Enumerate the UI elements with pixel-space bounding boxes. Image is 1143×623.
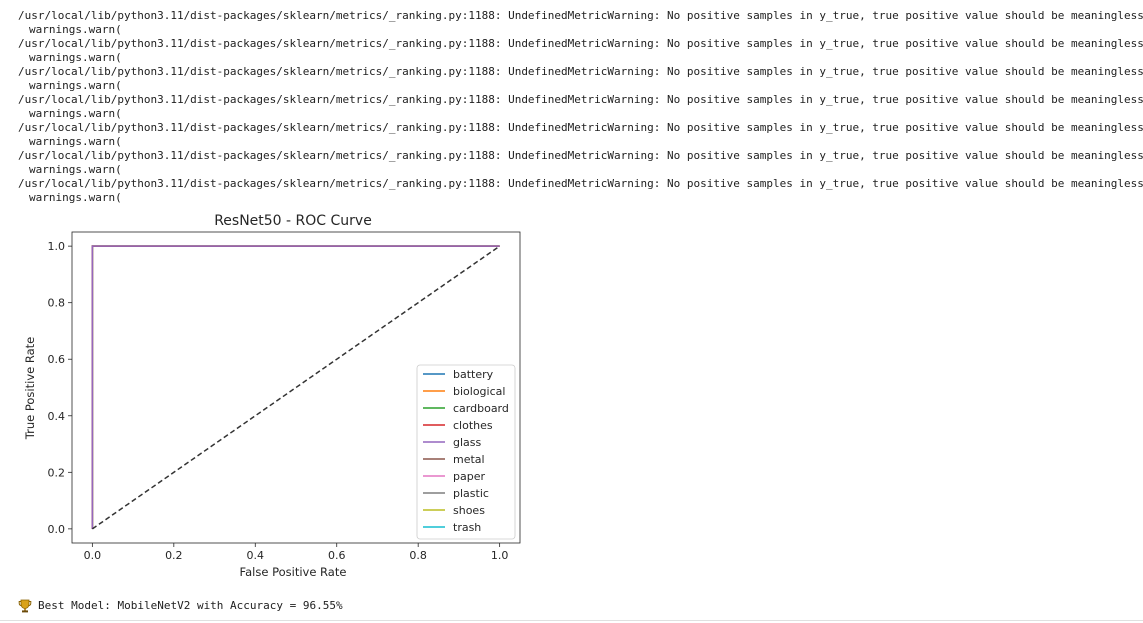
legend-label-clothes: clothes [453, 419, 493, 432]
y-axis-label: True Positive Rate [23, 337, 37, 440]
warning-call-line: warnings.warn( [29, 135, 122, 148]
warning-line: /usr/local/lib/python3.11/dist-packages/… [18, 149, 1143, 162]
x-tick-label: 0.8 [409, 549, 427, 562]
x-tick-label: 0.0 [84, 549, 102, 562]
legend-label-paper: paper [453, 470, 485, 483]
x-tick-label: 0.2 [165, 549, 183, 562]
y-tick-label: 0.2 [48, 466, 66, 479]
warning-line: /usr/local/lib/python3.11/dist-packages/… [18, 65, 1143, 78]
legend-label-glass: glass [453, 436, 482, 449]
warning-call-line: warnings.warn( [29, 51, 122, 64]
x-axis-ticks: 0.0 0.2 0.4 0.6 0.8 1.0 [84, 543, 509, 562]
best-model-text: Best Model: MobileNetV2 with Accuracy = … [38, 599, 343, 612]
chart-legend: battery biological cardboard clothes glass me… [416, 364, 516, 540]
legend-label-metal: metal [453, 453, 485, 466]
legend-label-biological: biological [453, 385, 505, 398]
y-axis-ticks: 0.0 0.2 0.4 0.6 0.8 1.0 [48, 240, 72, 536]
legend-label-trash: trash [453, 521, 481, 534]
y-tick-label: 0.6 [48, 353, 66, 366]
legend-label-battery: battery [453, 368, 494, 381]
y-tick-label: 0.4 [48, 410, 66, 423]
best-model-result: Best Model: MobileNetV2 with Accuracy = … [18, 599, 343, 613]
roc-line-glass [91, 245, 500, 529]
warning-call-line: warnings.warn( [29, 79, 122, 92]
y-tick-label: 1.0 [48, 240, 66, 253]
x-tick-label: 1.0 [491, 549, 509, 562]
stderr-output: /usr/local/lib/python3.11/dist-packages/… [18, 9, 1143, 205]
warning-call-line: warnings.warn( [29, 107, 122, 120]
warning-line: /usr/local/lib/python3.11/dist-packages/… [18, 37, 1143, 50]
legend-label-plastic: plastic [453, 487, 489, 500]
cell-divider [0, 620, 1143, 621]
warning-call-line: warnings.warn( [29, 23, 122, 36]
y-tick-label: 0.0 [48, 523, 66, 536]
trophy-icon [18, 599, 32, 613]
warning-line: /usr/local/lib/python3.11/dist-packages/… [18, 177, 1143, 190]
x-tick-label: 0.6 [328, 549, 346, 562]
chart-title: ResNet50 - ROC Curve [214, 213, 372, 229]
y-tick-label: 0.8 [48, 297, 66, 310]
warning-call-line: warnings.warn( [29, 163, 122, 176]
reference-diagonal [91, 245, 501, 530]
warning-line: /usr/local/lib/python3.11/dist-packages/… [18, 9, 1143, 22]
warning-call-line: warnings.warn( [29, 191, 122, 204]
warning-line: /usr/local/lib/python3.11/dist-packages/… [18, 121, 1143, 134]
warning-line: /usr/local/lib/python3.11/dist-packages/… [18, 93, 1143, 106]
legend-label-shoes: shoes [453, 504, 485, 517]
roc-chart: ResNet50 - ROC Curve 0.0 0.2 0.4 0.6 0.8 1.0 … [23, 213, 521, 579]
legend-label-cardboard: cardboard [453, 402, 509, 415]
x-axis-label: False Positive Rate [240, 565, 347, 579]
x-tick-label: 0.4 [247, 549, 265, 562]
